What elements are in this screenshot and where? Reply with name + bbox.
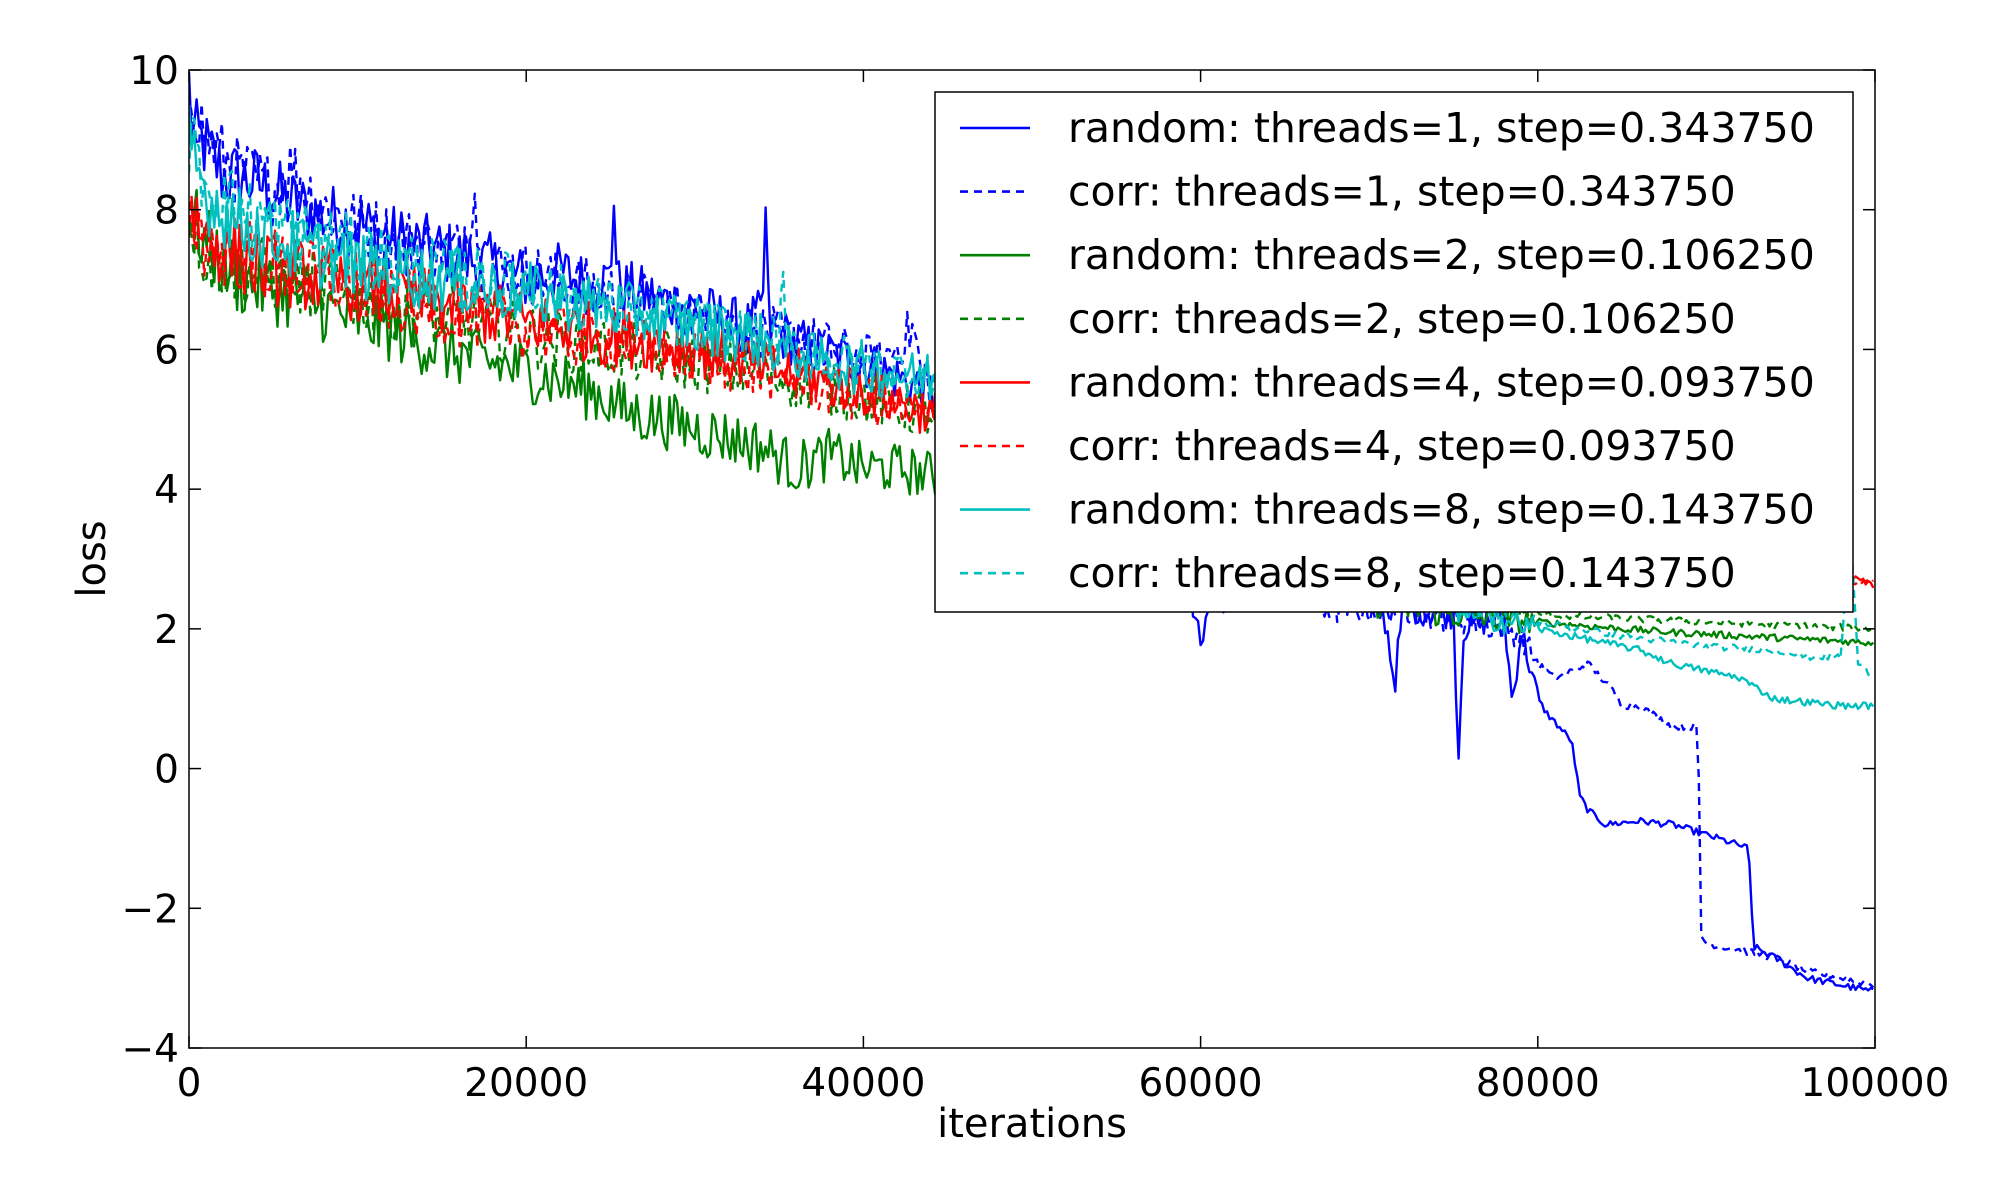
y-tick-label: 6	[154, 328, 179, 373]
y-axis-label: loss	[69, 520, 115, 597]
x-tick-label: 0	[177, 1061, 202, 1106]
x-tick-label: 100000	[1801, 1061, 1950, 1106]
legend-label-4: corr: threads=2, step=0.106250	[1068, 295, 1736, 343]
y-tick-label: 8	[154, 189, 179, 234]
y-tick-label: 10	[129, 49, 179, 94]
y-tick-label: 0	[154, 748, 179, 793]
legend-box	[934, 91, 1854, 613]
x-tick-label: 60000	[1139, 1061, 1263, 1106]
y-tick-label: 4	[154, 468, 179, 513]
legend-label-7: random: threads=8, step=0.143750	[1068, 486, 1815, 534]
legend-label-6: corr: threads=4, step=0.093750	[1068, 422, 1736, 470]
y-tick-label: 2	[154, 608, 179, 653]
legend-label-5: random: threads=4, step=0.093750	[1068, 358, 1815, 406]
legend-label-2: corr: threads=1, step=0.343750	[1068, 168, 1736, 216]
x-tick-label: 80000	[1476, 1061, 1600, 1106]
legend-label-1: random: threads=1, step=0.343750	[1068, 104, 1815, 152]
y-tick-label: −2	[122, 887, 180, 932]
legend-label-3: random: threads=2, step=0.106250	[1068, 231, 1815, 279]
x-tick-label: 40000	[801, 1061, 925, 1106]
x-axis-label: iterations	[937, 1101, 1127, 1147]
legend-label-8: corr: threads=8, step=0.143750	[1068, 549, 1736, 597]
y-tick-label: −4	[122, 1027, 180, 1072]
ticks-layer: 0 20000 40000 60000 80000 100000 −4 −2 0 2 4 6 8 10	[122, 49, 1950, 1106]
plot-frame	[188, 69, 1876, 1049]
legend: random: threads=1, step=0.343750 corr: th…	[934, 91, 1854, 613]
x-tick-label: 20000	[464, 1061, 588, 1106]
